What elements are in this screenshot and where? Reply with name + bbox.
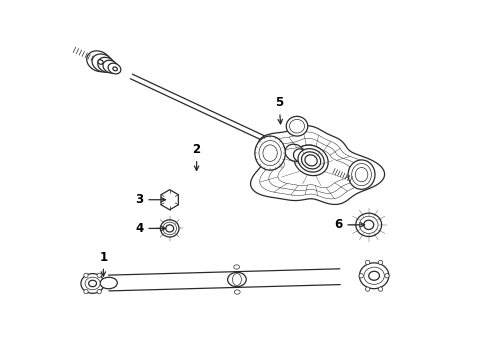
Circle shape (97, 289, 101, 294)
Ellipse shape (298, 149, 324, 172)
Ellipse shape (348, 160, 375, 189)
Ellipse shape (355, 167, 368, 182)
Ellipse shape (228, 273, 246, 287)
Ellipse shape (92, 54, 114, 72)
Ellipse shape (364, 220, 374, 229)
Ellipse shape (89, 280, 97, 287)
Polygon shape (161, 190, 178, 210)
Ellipse shape (369, 271, 379, 280)
Circle shape (97, 273, 101, 278)
Ellipse shape (100, 277, 117, 289)
Polygon shape (250, 126, 385, 204)
Text: 6: 6 (334, 218, 365, 231)
Ellipse shape (294, 145, 328, 176)
Circle shape (366, 287, 370, 291)
Ellipse shape (163, 222, 176, 235)
Ellipse shape (165, 195, 175, 204)
Ellipse shape (294, 149, 309, 163)
Ellipse shape (234, 290, 240, 294)
Ellipse shape (364, 267, 384, 284)
Ellipse shape (98, 57, 116, 72)
Text: 3: 3 (135, 193, 166, 206)
Ellipse shape (359, 263, 389, 289)
Ellipse shape (356, 213, 382, 237)
Circle shape (366, 260, 370, 265)
Ellipse shape (166, 225, 173, 232)
Ellipse shape (290, 120, 304, 133)
Ellipse shape (108, 63, 121, 74)
Ellipse shape (285, 144, 304, 161)
Text: 1: 1 (99, 251, 107, 276)
Circle shape (84, 289, 88, 294)
Ellipse shape (259, 140, 281, 166)
Circle shape (378, 260, 383, 265)
Ellipse shape (113, 67, 117, 71)
Text: 4: 4 (135, 222, 166, 235)
Circle shape (385, 274, 389, 278)
Circle shape (359, 274, 364, 278)
Ellipse shape (87, 51, 111, 72)
Ellipse shape (234, 265, 240, 269)
Text: 2: 2 (193, 143, 200, 170)
Circle shape (378, 287, 383, 291)
Ellipse shape (305, 155, 317, 166)
Ellipse shape (103, 60, 118, 73)
Ellipse shape (162, 193, 177, 207)
Ellipse shape (352, 163, 371, 186)
Text: 5: 5 (275, 96, 283, 124)
Ellipse shape (98, 60, 103, 64)
Circle shape (84, 273, 88, 278)
Ellipse shape (301, 152, 320, 169)
Ellipse shape (263, 145, 277, 161)
Ellipse shape (81, 274, 104, 293)
Ellipse shape (85, 277, 100, 290)
Ellipse shape (255, 136, 285, 170)
Ellipse shape (359, 216, 378, 233)
Ellipse shape (286, 116, 308, 136)
Ellipse shape (232, 274, 242, 285)
Ellipse shape (160, 220, 179, 237)
